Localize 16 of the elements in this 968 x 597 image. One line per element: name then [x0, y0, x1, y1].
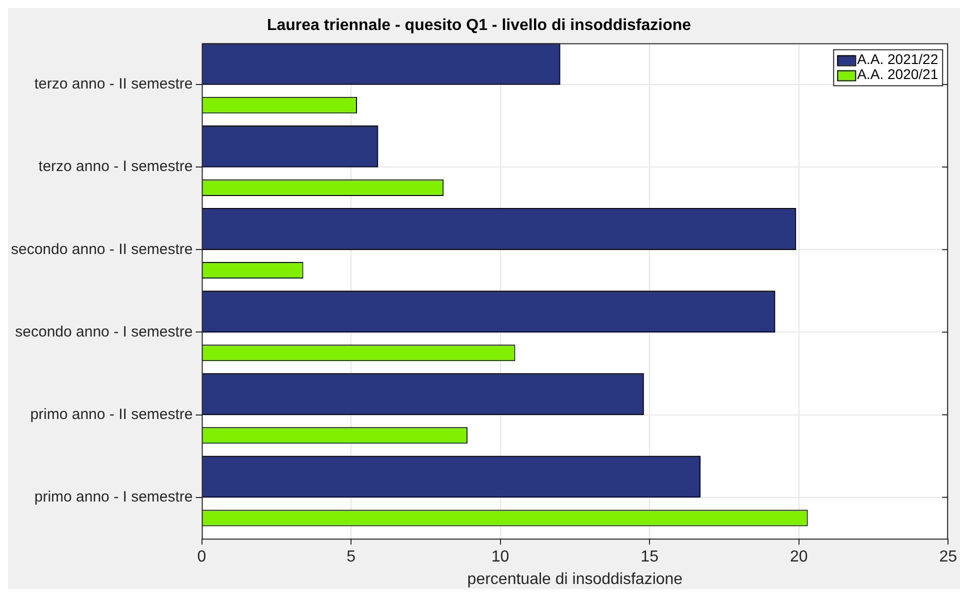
y-tick-label: primo anno - I semestre — [34, 488, 193, 506]
x-tick-label: 15 — [640, 548, 659, 566]
x-tick-label: 0 — [197, 548, 206, 566]
chart-title: Laurea triennale - quesito Q1 - livello di insoddisfazione — [266, 17, 692, 34]
x-tick-label: 10 — [491, 548, 510, 566]
legend-label: A.A. 2021/22 — [857, 51, 938, 68]
y-tick-label: secondo anno - I semestre — [15, 323, 193, 340]
legend-label: A.A. 2020/21 — [857, 66, 938, 82]
y-tick-label: secondo anno - II semestre — [11, 240, 193, 258]
x-tick-label: 20 — [790, 548, 808, 566]
y-tick-label: terzo anno - II semestre — [34, 76, 193, 93]
y-tick-label: primo anno - II semestre — [30, 406, 193, 423]
x-tick-label: 5 — [346, 548, 356, 566]
y-tick-label: terzo anno - I semestre — [38, 158, 193, 176]
x-tick-label: 25 — [939, 548, 958, 566]
x-axis-title: percentuale di insoddisfazione — [467, 570, 683, 588]
